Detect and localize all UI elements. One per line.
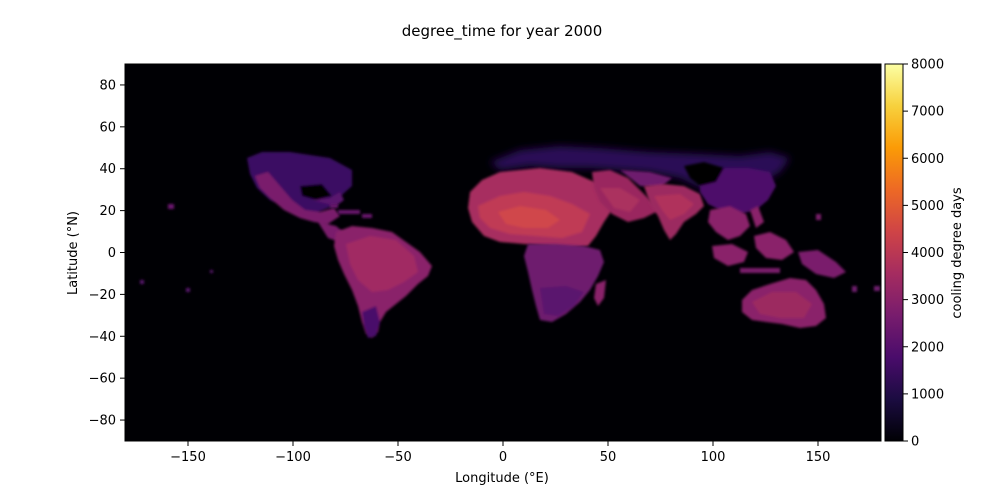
region-north-africa [468, 168, 620, 248]
colorbar-tick-label: 3000 [911, 293, 944, 308]
region-india [644, 184, 704, 240]
x-tick-label: 50 [600, 450, 617, 465]
colorbar-tick-label: 8000 [911, 58, 944, 73]
colorbar-tick-label: 5000 [911, 199, 944, 214]
region-southeast-asia [708, 206, 846, 278]
chart-title: degree_time for year 2000 [402, 22, 603, 41]
colorbar-tick-label: 0 [911, 435, 919, 450]
y-tick-label: −80 [89, 414, 116, 429]
y-tick-label: 20 [99, 204, 116, 219]
region-small-islands [140, 204, 880, 292]
colorbar-tick-label: 1000 [911, 387, 944, 402]
colorbar-tick-label: 4000 [911, 246, 944, 261]
y-tick-label: −40 [89, 330, 116, 345]
region-south-america [334, 226, 432, 338]
y-tick-label: 0 [108, 246, 116, 261]
x-axis: −150 −100 −50 0 50 100 150 [170, 441, 830, 465]
x-tick-label: −100 [275, 450, 311, 465]
y-axis-label: Latitude (°N) [66, 211, 81, 295]
x-tick-label: −50 [384, 450, 411, 465]
y-tick-label: 60 [99, 120, 116, 135]
y-tick-label: −60 [89, 372, 116, 387]
region-arabia [592, 170, 672, 222]
y-tick-label: 80 [99, 78, 116, 93]
region-australia [742, 278, 826, 328]
colorbar-tick-label: 6000 [911, 152, 944, 167]
heatmap-map [140, 146, 880, 338]
heatmap-background [125, 64, 881, 441]
region-caribbean [330, 204, 372, 218]
colorbar-tick-label: 7000 [911, 105, 944, 120]
x-tick-label: 100 [701, 450, 726, 465]
x-axis-label: Longitude (°E) [455, 471, 549, 486]
x-tick-label: −150 [170, 450, 206, 465]
region-north-america [247, 152, 352, 242]
x-tick-label: 0 [499, 450, 507, 465]
region-southern-africa [524, 244, 606, 322]
colorbar-axis: 0 1000 2000 3000 4000 5000 6000 7000 8000 [903, 58, 944, 450]
region-east-asia [684, 162, 776, 214]
colorbar-label: cooling degree days [950, 187, 965, 319]
y-tick-label: −20 [89, 288, 116, 303]
colorbar-tick-label: 2000 [911, 340, 944, 355]
y-tick-label: 40 [99, 162, 116, 177]
colorbar [884, 63, 904, 442]
x-tick-label: 150 [806, 450, 831, 465]
y-axis: 80 60 40 20 0 −20 −40 −60 −80 [89, 78, 125, 429]
